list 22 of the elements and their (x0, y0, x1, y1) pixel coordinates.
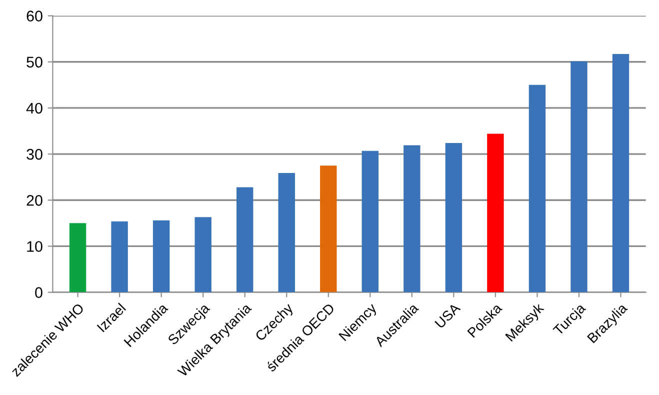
y-tick-label: 0 (35, 287, 42, 298)
y-tick-label: 30 (26, 148, 42, 160)
bar (194, 217, 212, 292)
bar (404, 145, 420, 292)
bar (612, 54, 630, 292)
bar (570, 61, 588, 292)
y-tick-label: 40 (26, 102, 42, 114)
y-tick-label: 60 (26, 10, 42, 22)
y-tick-label: 10 (27, 241, 42, 252)
bar (278, 172, 295, 292)
bar (111, 221, 128, 292)
bar (69, 223, 86, 292)
bar (445, 142, 462, 292)
bar (152, 220, 170, 292)
y-tick-label: 20 (26, 195, 42, 206)
bar (528, 84, 546, 292)
bar (487, 134, 504, 292)
bar (236, 187, 254, 292)
bar (320, 166, 337, 292)
bar (362, 150, 379, 292)
y-tick-label: 50 (26, 56, 42, 68)
x-tick-label: USA (434, 302, 461, 329)
